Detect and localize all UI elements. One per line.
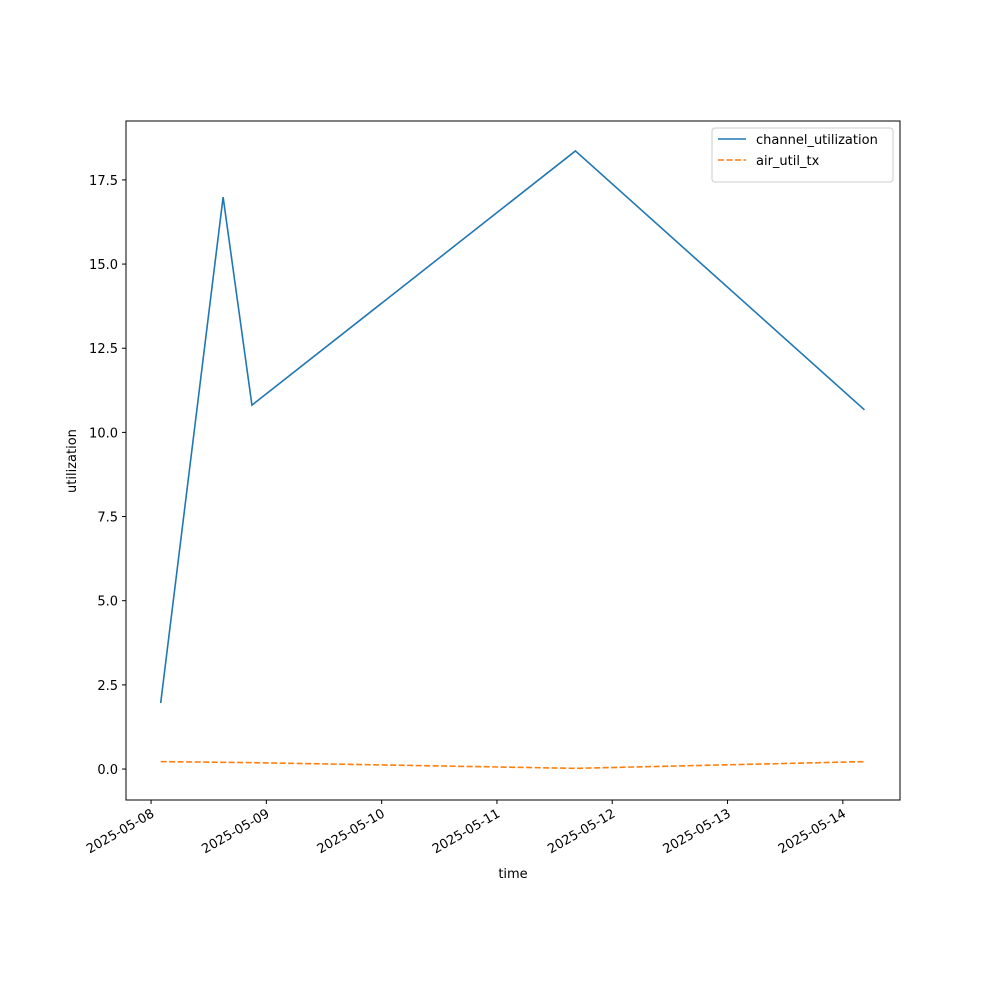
- series-line: [160, 760, 865, 770]
- legend-frame: [711, 127, 894, 183]
- y-tick-label: 15.0: [89, 258, 118, 273]
- y-tick-label: 12.5: [89, 342, 118, 357]
- legend-label: air_util_tx: [756, 154, 820, 169]
- y-tick-label: 2.5: [97, 679, 118, 694]
- series-line: [159, 149, 865, 704]
- legend-label: channel_utilization: [756, 133, 878, 148]
- plot-frame: [125, 120, 901, 801]
- y-tick-label: 5.0: [97, 595, 118, 610]
- y-tick-label: 10.0: [89, 426, 118, 441]
- legend: channel_utilization air_util_tx: [711, 127, 894, 183]
- y-tick-label: 7.5: [97, 511, 118, 526]
- y-tick-label: 0.0: [97, 763, 118, 778]
- y-axis-label: utilization: [65, 429, 80, 493]
- x-axis-label: time: [498, 867, 527, 882]
- y-tick-label: 17.5: [89, 174, 118, 189]
